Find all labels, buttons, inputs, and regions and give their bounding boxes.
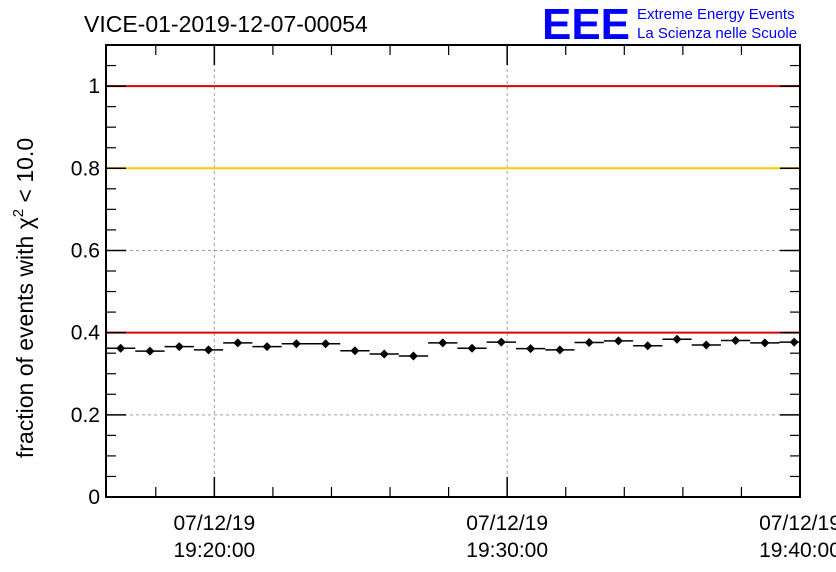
x-tick-time-label: 19:40:00	[759, 539, 836, 562]
y-tick-label: 0.4	[71, 322, 101, 345]
data-point-marker	[262, 342, 272, 352]
data-point-marker	[174, 342, 184, 352]
data-point-marker	[555, 345, 565, 355]
data-point-marker	[701, 340, 711, 350]
data-point-marker	[760, 338, 770, 348]
y-axis-label-chi: χ	[12, 217, 38, 229]
x-tick-time-label: 19:30:00	[466, 539, 548, 562]
y-tick-label: 0.8	[71, 157, 100, 180]
data-point-marker	[584, 337, 594, 347]
y-tick-label: 0.6	[71, 239, 100, 262]
eee-logo: EEE Extreme Energy Events La Scienza nel…	[542, 0, 797, 49]
data-point-marker	[496, 337, 506, 347]
data-point-marker	[145, 346, 155, 356]
axis-ticks	[106, 44, 801, 498]
data-point-marker	[233, 338, 243, 348]
eee-logo-mark: EEE	[542, 0, 630, 49]
data-point-marker	[613, 336, 623, 346]
data-point-marker	[379, 349, 389, 359]
x-tick-date-label: 07/12/19	[759, 512, 836, 535]
y-tick-label: 0	[88, 486, 100, 509]
tick-labels: 0 0.2 0.4 0.6 0.8 1 07/12/19 19:20:00 07/12/19 19…	[71, 75, 836, 562]
data-point-marker	[408, 351, 418, 361]
data-point-marker	[467, 343, 477, 353]
y-tick-label: 1	[88, 75, 100, 98]
x-tick-date-label: 07/12/19	[466, 512, 548, 535]
reference-lines	[106, 85, 800, 334]
x-tick-date-label: 07/12/19	[173, 512, 255, 535]
y-axis-label: fraction of events with χ2 < 10.0	[10, 138, 38, 458]
chart-title: VICE-01-2019-12-07-00054	[84, 11, 368, 37]
data-point-marker	[643, 341, 653, 351]
data-points	[106, 334, 800, 361]
data-point-marker	[203, 345, 213, 355]
data-point-marker	[291, 339, 301, 349]
eee-logo-line1: Extreme Energy Events	[637, 6, 795, 23]
data-point-marker	[672, 334, 682, 344]
eee-logo-line2: La Scienza nelle Scuole	[637, 25, 797, 42]
y-axis-label-suffix: < 10.0	[12, 138, 38, 209]
data-point-marker	[731, 335, 741, 345]
grid-layer	[106, 45, 800, 497]
data-point-marker	[438, 338, 448, 348]
y-axis-label-superscript: 2	[10, 209, 27, 217]
data-point-marker	[321, 339, 331, 349]
data-point-marker	[789, 337, 799, 347]
x-tick-time-label: 19:20:00	[173, 539, 255, 562]
data-point-marker	[116, 343, 126, 353]
y-tick-label: 0.2	[71, 404, 100, 427]
data-point-marker	[350, 346, 360, 356]
data-point-marker	[526, 344, 536, 354]
y-axis-label-prefix: fraction of events with	[12, 229, 38, 458]
plot-frame	[105, 44, 801, 498]
